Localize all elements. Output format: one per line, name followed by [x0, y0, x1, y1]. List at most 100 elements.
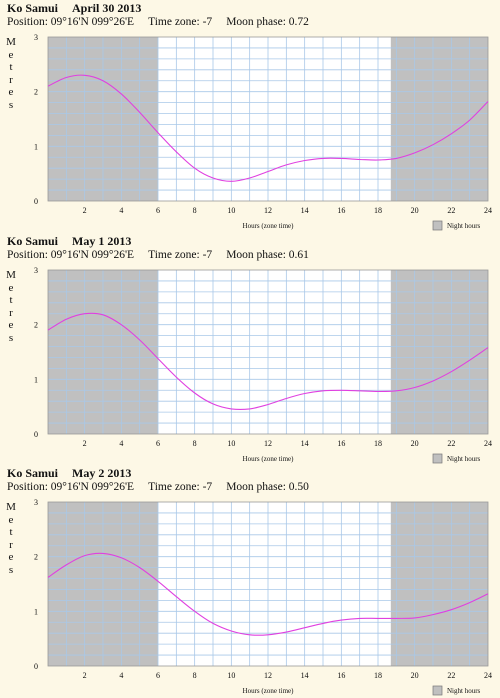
- y-axis-label-letter: M: [6, 269, 16, 281]
- y-tick-label: 2: [34, 553, 38, 562]
- x-tick-label: 12: [264, 671, 272, 680]
- x-tick-label: 4: [119, 206, 123, 215]
- tide-panel-0: Ko Samui April 30 2013 Position: 09°16'N …: [0, 0, 500, 232]
- chart-date: May 2 2013: [72, 466, 132, 480]
- x-tick-label: 16: [337, 206, 345, 215]
- y-axis-label-letter: M: [6, 501, 16, 513]
- y-tick-label: 3: [34, 266, 38, 275]
- y-axis-label-letter: r: [9, 73, 13, 86]
- tide-panel-2: Ko Samui May 2 2013 Position: 09°16'N 099…: [0, 465, 500, 697]
- position-text: Position: 09°16'N 099°26'E: [7, 249, 135, 261]
- panel-title: Ko Samui April 30 2013: [7, 1, 141, 16]
- y-tick-label: 0: [34, 430, 38, 439]
- x-axis-label: Hours (zone time): [243, 455, 295, 463]
- x-tick-label: 4: [119, 439, 123, 448]
- x-tick-label: 24: [484, 206, 492, 215]
- y-tick-label: 1: [34, 375, 38, 384]
- panel-title: Ko Samui May 1 2013: [7, 234, 131, 249]
- timezone-text: Time zone: -7: [148, 481, 213, 493]
- plot-border: [47, 501, 489, 667]
- legend-swatch: [432, 220, 443, 231]
- x-tick-label: 22: [447, 206, 455, 215]
- position-text: Position: 09°16'N 099°26'E: [7, 16, 135, 28]
- location-name: Ko Samui: [7, 234, 59, 248]
- chart-date: May 1 2013: [72, 234, 132, 248]
- y-axis-label-letter: s: [8, 563, 14, 576]
- legend-label: Night hours: [447, 455, 481, 463]
- x-tick-label: 18: [374, 206, 382, 215]
- plot-border: [47, 36, 489, 202]
- x-axis-label: Hours (zone time): [243, 222, 295, 230]
- moon-phase-text: Moon phase: 0.61: [226, 249, 309, 261]
- x-tick-label: 24: [484, 439, 492, 448]
- x-tick-label: 10: [227, 671, 235, 680]
- x-tick-label: 6: [156, 439, 160, 448]
- x-tick-label: 16: [337, 671, 345, 680]
- x-tick-label: 12: [264, 439, 272, 448]
- x-tick-label: 8: [193, 439, 197, 448]
- x-tick-label: 10: [227, 206, 235, 215]
- y-tick-label: 0: [34, 197, 38, 206]
- moon-phase-text: Moon phase: 0.72: [226, 16, 309, 28]
- x-tick-label: 18: [374, 671, 382, 680]
- y-axis-label-letter: t: [9, 61, 13, 73]
- x-tick-label: 10: [227, 439, 235, 448]
- y-axis-label-letter: s: [8, 98, 14, 111]
- position-text: Position: 09°16'N 099°26'E: [7, 481, 135, 493]
- legend-label: Night hours: [447, 687, 481, 695]
- chart-date: April 30 2013: [72, 1, 142, 15]
- x-tick-label: 22: [447, 671, 455, 680]
- y-axis-label-letter: r: [9, 538, 13, 551]
- plot-border: [47, 269, 489, 435]
- x-tick-label: 20: [411, 671, 419, 680]
- y-axis-label-letter: t: [9, 294, 13, 306]
- y-tick-label: 1: [34, 142, 38, 151]
- x-tick-label: 2: [83, 671, 87, 680]
- panel-title: Ko Samui May 2 2013: [7, 466, 131, 481]
- x-tick-label: 14: [301, 206, 309, 215]
- x-tick-label: 8: [193, 671, 197, 680]
- night-band: [390, 270, 488, 434]
- y-axis-label-letter: e: [8, 281, 14, 294]
- y-tick-label: 2: [34, 88, 38, 97]
- y-tick-label: 2: [34, 321, 38, 330]
- x-tick-label: 8: [193, 206, 197, 215]
- timezone-text: Time zone: -7: [148, 249, 213, 261]
- panel-info: Position: 09°16'N 099°26'E Time zone: -7 M…: [7, 16, 323, 28]
- panel-info: Position: 09°16'N 099°26'E Time zone: -7 M…: [7, 249, 323, 261]
- legend-label: Night hours: [447, 222, 481, 230]
- moon-phase-text: Moon phase: 0.50: [226, 481, 309, 493]
- y-axis-label-letter: s: [8, 331, 14, 344]
- tide-curve: [47, 74, 489, 182]
- tide-curve: [47, 552, 489, 636]
- x-tick-label: 6: [156, 206, 160, 215]
- x-tick-label: 2: [83, 206, 87, 215]
- y-axis-label-letter: M: [6, 36, 16, 48]
- y-tick-label: 3: [34, 33, 38, 42]
- tide-panel-1: Ko Samui May 1 2013 Position: 09°16'N 099…: [0, 233, 500, 465]
- y-axis-label-letter: e: [8, 48, 14, 61]
- x-axis-label: Hours (zone time): [243, 687, 295, 695]
- y-axis-label-letter: e: [8, 513, 14, 526]
- tide-curve: [47, 312, 489, 411]
- x-tick-label: 20: [411, 206, 419, 215]
- x-tick-label: 14: [301, 671, 309, 680]
- legend-swatch: [432, 453, 443, 464]
- y-tick-label: 3: [34, 498, 38, 507]
- y-axis-label-letter: e: [8, 551, 14, 563]
- x-tick-label: 2: [83, 439, 87, 448]
- x-tick-label: 16: [337, 439, 345, 448]
- location-name: Ko Samui: [7, 466, 59, 480]
- y-axis-label-letter: t: [9, 526, 13, 538]
- y-tick-label: 0: [34, 662, 38, 671]
- x-tick-label: 14: [301, 439, 309, 448]
- timezone-text: Time zone: -7: [148, 16, 213, 28]
- x-tick-label: 24: [484, 671, 492, 680]
- x-tick-label: 20: [411, 439, 419, 448]
